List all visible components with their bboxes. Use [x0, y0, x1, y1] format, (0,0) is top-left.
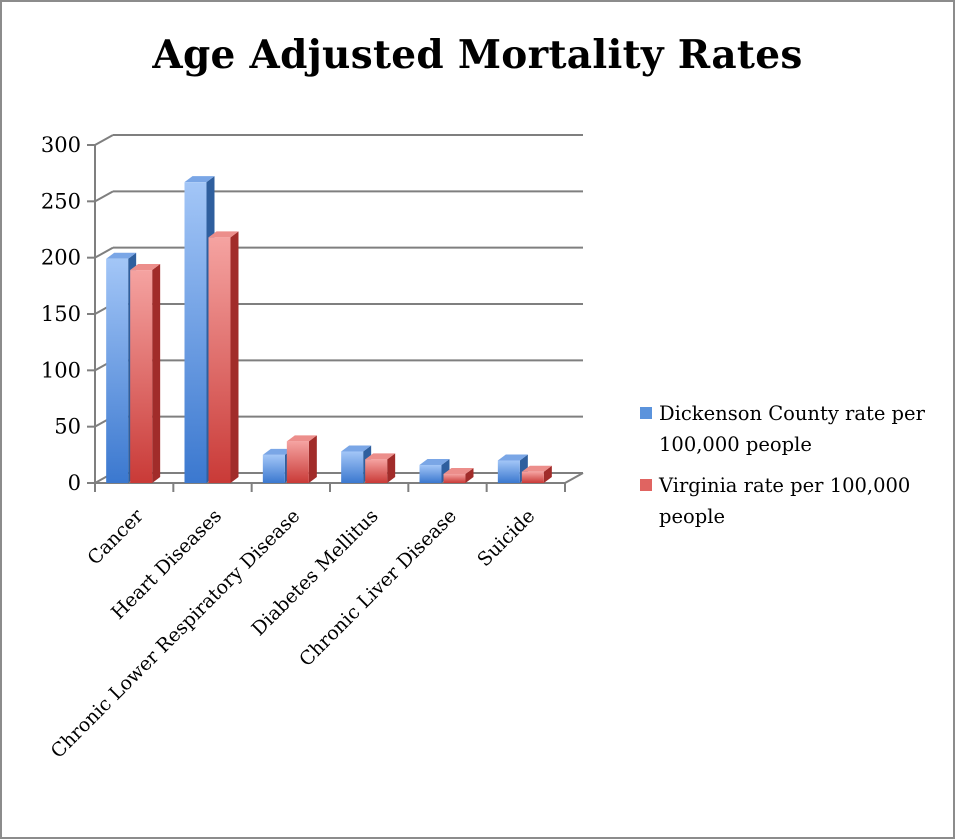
y-tick-label: 150	[41, 302, 81, 326]
y-tick-label: 200	[41, 246, 81, 270]
gridline	[87, 190, 583, 203]
bar-virginia	[521, 465, 552, 483]
legend-swatch-dickenson	[640, 407, 652, 419]
legend-item-virginia: Virginia rate per 100,000 people	[640, 470, 950, 532]
y-tick-label: 100	[41, 358, 81, 382]
y-tick-label: 50	[54, 415, 81, 439]
x-category-label: Suicide	[473, 505, 539, 571]
x-category-label: Chronic Liver Disease	[295, 505, 461, 671]
gridline	[87, 134, 583, 146]
bar-virginia	[130, 264, 161, 483]
legend-item-dickenson: Dickenson County rate per 100,000 people	[640, 398, 950, 460]
bar-virginia	[286, 435, 317, 483]
bar-dickenson	[419, 458, 450, 483]
gridline	[87, 415, 583, 428]
gridline	[87, 246, 583, 259]
y-tick-label: 300	[41, 133, 81, 157]
x-category-label: Cancer	[83, 504, 148, 569]
legend-label-virginia: Virginia rate per 100,000 people	[659, 474, 911, 528]
y-tick-label: 0	[68, 471, 81, 495]
chart-title: Age Adjusted Mortality Rates	[152, 32, 803, 78]
bar-virginia	[443, 467, 474, 483]
bar-virginia	[365, 453, 396, 483]
legend-label-dickenson: Dickenson County rate per 100,000 people	[659, 402, 925, 456]
bar-virginia	[208, 231, 239, 483]
legend: Dickenson County rate per 100,000 people…	[640, 398, 950, 542]
legend-swatch-virginia	[640, 479, 652, 491]
gridline	[87, 303, 583, 315]
bar-dickenson	[341, 445, 372, 483]
gridline	[87, 359, 583, 372]
y-tick-label: 250	[41, 189, 81, 213]
